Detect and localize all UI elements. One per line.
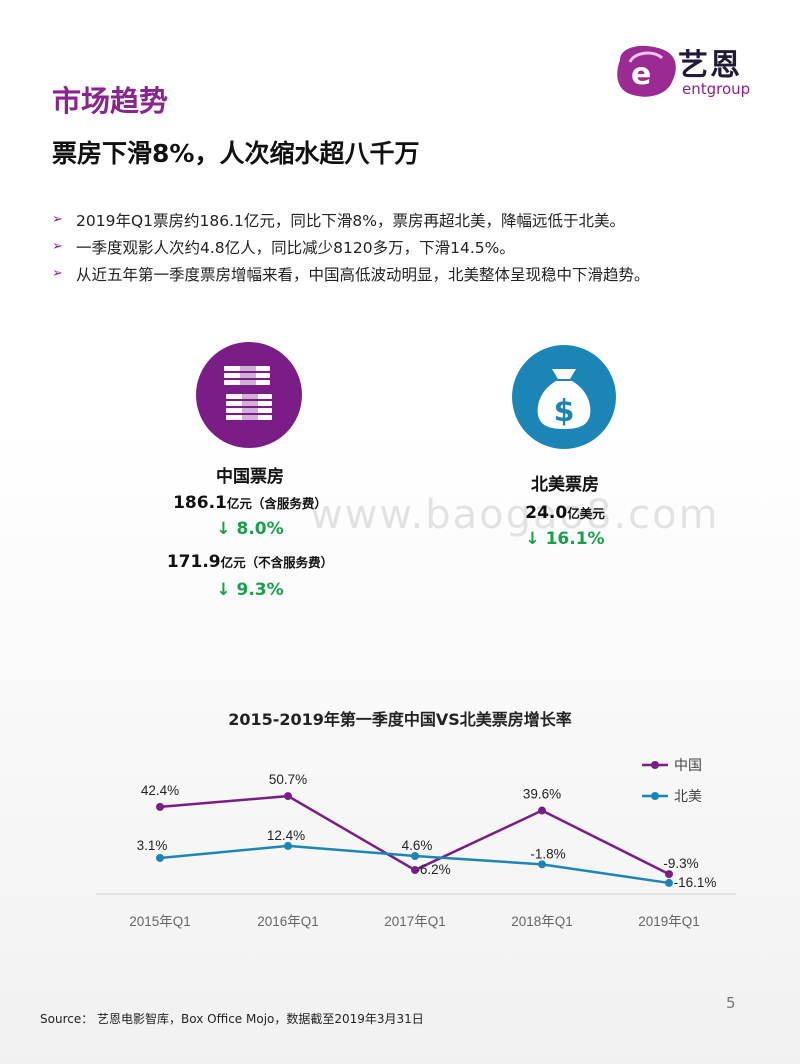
china-change-with-fee: ↓ 8.0% xyxy=(216,519,284,539)
china-value-with-fee-row: 186.1亿元（含服务费） xyxy=(150,493,350,513)
money-bag-icon: $ xyxy=(512,345,616,449)
data-label: 50.7% xyxy=(269,772,307,787)
china-stats-title: 中国票房 xyxy=(216,467,284,487)
data-label: 4.6% xyxy=(402,838,433,853)
logo-text-cn: 艺恩 xyxy=(678,48,742,83)
data-point xyxy=(156,802,164,811)
bullet-arrow-icon: ➢ xyxy=(52,266,63,281)
data-point xyxy=(665,870,673,879)
legend-label: 中国 xyxy=(674,758,702,774)
china-box-office-stats: 中国票房 186.1亿元（含服务费） ↓ 8.0% xyxy=(150,462,350,539)
bullet-list: ➢ 2019年Q1票房约186.1亿元，同比下滑8%，票房再超北美，降幅远低于北… xyxy=(52,206,782,287)
china-value-with-fee: 186.1 xyxy=(173,493,227,513)
legend-marker xyxy=(651,761,659,769)
us-value-row: 24.0亿美元 xyxy=(480,503,650,523)
us-change: ↓ 16.1% xyxy=(525,529,605,549)
bullet-arrow-icon: ➢ xyxy=(52,239,63,254)
logo-text-en: entgroup xyxy=(682,80,751,98)
china-unit-with-fee: 亿元（含服务费） xyxy=(226,496,327,511)
svg-text:$: $ xyxy=(554,394,575,429)
data-label: -9.3% xyxy=(663,856,698,871)
bullet-arrow-icon: ➢ xyxy=(52,212,63,227)
cash-stack-icon xyxy=(196,342,302,448)
china-unit-no-fee: 亿元（不含服务费） xyxy=(220,555,334,570)
data-point xyxy=(284,792,292,801)
us-box-office-stats: 北美票房 24.0亿美元 ↓ 16.1% xyxy=(480,470,650,549)
growth-rate-line-chart: 2015年Q1 2016年Q1 2017年Q1 2018年Q1 2019年Q1 42.4%… xyxy=(96,758,736,929)
data-label: -1.8% xyxy=(530,846,565,861)
data-label: 12.4% xyxy=(267,828,305,843)
x-tick-label: 2015年Q1 xyxy=(129,914,191,929)
source-note: Source： 艺恩电影智库，Box Office Mojo，数据截至2019年… xyxy=(40,1012,424,1026)
data-label: -16.1% xyxy=(674,875,717,890)
china-value-no-fee-row: 171.9亿元（不含服务费） xyxy=(140,552,360,572)
data-label: 3.1% xyxy=(137,838,168,853)
data-label: 39.6% xyxy=(523,787,561,802)
x-tick-label: 2018年Q1 xyxy=(511,914,573,929)
us-value: 24.0 xyxy=(525,503,568,523)
legend-marker xyxy=(651,792,659,800)
chart-title: 2015-2019年第一季度中国VS北美票房增长率 xyxy=(228,710,572,729)
data-label: -6.2% xyxy=(415,862,450,877)
bullet-item: ➢ 从近五年第一季度票房增幅来看，中国高低波动明显，北美整体呈现稳中下滑趋势。 xyxy=(52,260,782,287)
x-tick-label: 2019年Q1 xyxy=(638,914,700,929)
bullet-text: 一季度观影人次约4.8亿人，同比减少8120多万，下滑14.5%。 xyxy=(76,238,515,257)
bullet-text: 2019年Q1票房约186.1亿元，同比下滑8%，票房再超北美，降幅远低于北美。 xyxy=(76,211,625,230)
page-number: 5 xyxy=(726,994,736,1012)
data-point xyxy=(411,852,419,861)
data-point xyxy=(156,853,164,862)
bullet-item: ➢ 一季度观影人次约4.8亿人，同比减少8120多万，下滑14.5%。 xyxy=(52,233,782,260)
legend-label: 北美 xyxy=(674,789,702,805)
section-title: 市场趋势 xyxy=(52,84,169,118)
us-unit: 亿美元 xyxy=(567,506,605,521)
svg-text:e: e xyxy=(631,57,651,92)
data-label: 42.4% xyxy=(141,783,179,798)
data-point xyxy=(411,866,419,875)
page-headline: 票房下滑8%，人次缩水超八千万 xyxy=(52,139,420,168)
watermark-text: www.baogao8.com xyxy=(310,492,720,538)
data-point xyxy=(538,860,546,869)
x-tick-label: 2016年Q1 xyxy=(257,914,319,929)
data-point xyxy=(665,878,673,887)
china-value-no-fee: 171.9 xyxy=(166,552,221,572)
data-point xyxy=(538,806,546,815)
data-point xyxy=(284,841,292,850)
us-stats-title: 北美票房 xyxy=(531,475,599,495)
entgroup-logo: e xyxy=(617,45,676,97)
bullet-item: ➢ 2019年Q1票房约186.1亿元，同比下滑8%，票房再超北美，降幅远低于北… xyxy=(52,206,782,233)
china-box-office-stats-no-fee: 171.9亿元（不含服务费） ↓ 9.3% xyxy=(140,552,360,600)
china-change-no-fee: ↓ 9.3% xyxy=(216,580,284,600)
x-tick-label: 2017年Q1 xyxy=(384,914,446,929)
bullet-text: 从近五年第一季度票房增幅来看，中国高低波动明显，北美整体呈现稳中下滑趋势。 xyxy=(76,265,650,284)
